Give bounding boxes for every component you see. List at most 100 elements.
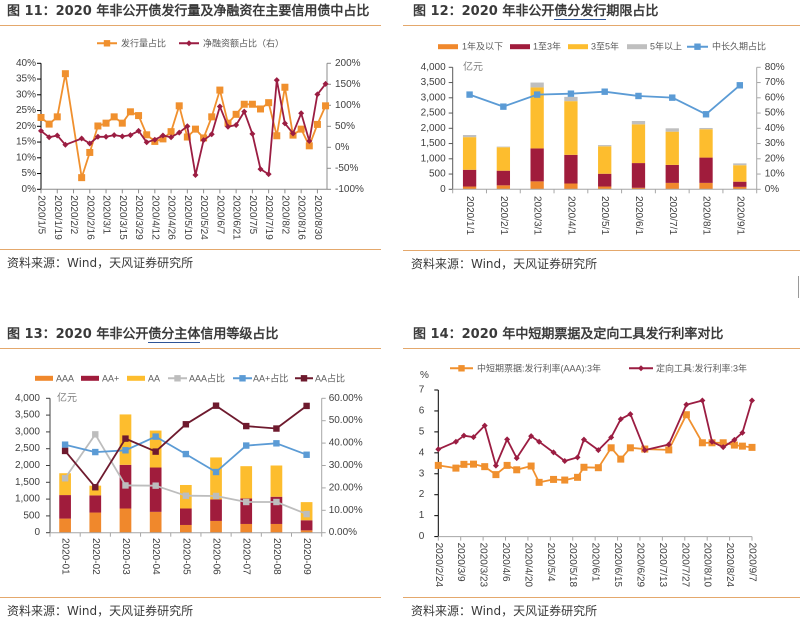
series-0 — [434, 411, 756, 486]
bar-segment — [699, 157, 713, 183]
data-point — [240, 100, 248, 108]
x-tick-label: 2020/1/19 — [52, 195, 63, 240]
bar-segment — [530, 82, 544, 88]
bar-segment — [665, 182, 679, 190]
bar-segment — [665, 164, 679, 183]
y-tick-label-right: 50.00% — [329, 415, 363, 426]
y-tick-label-left: 3,000 — [421, 92, 446, 103]
bar-segment — [699, 127, 713, 130]
data-point — [224, 119, 232, 127]
source-note: 资料来源：Wind，天风证券研究所 — [7, 604, 194, 618]
x-tick-label: 2020/5/1 — [599, 196, 610, 235]
x-tick-label: 2020/4/6 — [500, 543, 511, 582]
bar-segment — [496, 170, 511, 186]
data-point — [191, 125, 199, 133]
y-tick-label-left: 7 — [419, 385, 425, 396]
data-point — [122, 447, 129, 454]
y-tick-label-left: 2,500 — [421, 108, 446, 119]
legend-diamond-marker-icon — [638, 365, 644, 372]
data-point — [176, 129, 183, 136]
legend-square-marker-icon — [239, 375, 246, 382]
figure-title-link-text[interactable]: 债分发行 — [554, 4, 607, 20]
series-1 — [435, 397, 755, 469]
legend-square-marker-icon — [103, 40, 111, 47]
source-divider — [403, 250, 800, 251]
x-tick-label: 2020/1/1 — [464, 196, 475, 235]
bar-segment — [240, 523, 253, 533]
x-tick-label: 2020/6/15 — [612, 543, 623, 588]
bar-segment — [564, 96, 578, 102]
title-divider — [0, 348, 381, 349]
data-point — [265, 99, 273, 107]
x-tick-label: 2020/5/24 — [198, 195, 209, 240]
data-point — [683, 401, 690, 408]
data-point — [135, 112, 143, 120]
data-point — [322, 80, 329, 87]
bar-segment — [598, 173, 612, 187]
data-point — [303, 451, 310, 458]
y-tick-label-left: 3,500 — [421, 77, 446, 88]
y-tick-label-right: 10% — [765, 169, 785, 180]
figure-14-panel: 图 14：2020 年中短期票据及定向工具发行利率对比 中短期票据:发行利率(A… — [400, 320, 800, 625]
data-point — [561, 457, 568, 464]
data-point — [243, 498, 250, 506]
figure-title-text: 信用等级占比 — [200, 327, 279, 342]
data-point — [119, 133, 126, 140]
y-unit-label: 亿元 — [463, 60, 483, 73]
bar-segment — [598, 145, 612, 147]
y-tick-label-right: 0.00% — [329, 527, 357, 538]
edge-artifact-line — [798, 276, 799, 298]
x-tick-label: 2020/6/7 — [214, 195, 225, 234]
bar-segment — [300, 520, 313, 531]
y-tick-label-left: 15% — [16, 137, 36, 148]
data-point — [504, 436, 511, 443]
data-point — [273, 425, 280, 432]
y-tick-label-left: 500 — [429, 169, 446, 180]
bar-segment — [530, 148, 544, 182]
data-point — [617, 416, 624, 423]
legend-diamond-marker-icon — [186, 40, 192, 47]
data-point — [466, 91, 473, 98]
bar-segment — [530, 181, 544, 190]
bar-segment — [564, 101, 578, 155]
data-point — [731, 436, 738, 443]
bar-segment — [462, 169, 477, 187]
bar-segment — [270, 523, 283, 533]
data-point — [594, 464, 602, 472]
data-point — [118, 119, 126, 127]
legend-label: 1年及以下 — [462, 41, 503, 52]
data-point — [470, 460, 478, 468]
data-point — [281, 83, 289, 91]
x-tick-label: 2020/8/1 — [701, 196, 712, 235]
data-point — [626, 444, 634, 452]
series-line — [437, 399, 753, 467]
y-tick-label-left: 2,000 — [421, 123, 446, 134]
figure-title-link-text[interactable]: 债分主体 — [148, 327, 201, 343]
data-point — [168, 134, 175, 141]
x-tick-label: 2020/6/1 — [590, 543, 601, 582]
y-tick-label-right: 20% — [765, 153, 785, 164]
x-tick-label: 2020-09 — [301, 538, 312, 575]
bar-segment — [462, 135, 477, 138]
data-point — [533, 91, 541, 98]
series-4 — [466, 82, 744, 118]
data-point — [322, 102, 330, 110]
series-line — [64, 404, 308, 489]
x-tick-label: 2020-04 — [150, 538, 161, 575]
y-tick-label-left: 4,000 — [15, 393, 40, 404]
data-point — [216, 86, 224, 94]
legend-label: AA+ — [102, 373, 119, 383]
data-point — [86, 148, 94, 156]
figure-title-text: 图 13：2020 年非公开 — [7, 327, 149, 342]
bar-segment — [631, 120, 646, 125]
data-point — [460, 432, 467, 439]
legend-label: 中长久期占比 — [712, 41, 766, 52]
legend-color-swatch — [35, 375, 53, 381]
data-point — [61, 475, 69, 482]
data-point — [665, 446, 673, 454]
x-tick-label: 2020/3/1 — [532, 196, 543, 235]
data-point — [698, 439, 706, 447]
x-tick-label: 2020/9/7 — [747, 543, 758, 582]
figure-12-panel: 图 12：2020 年非公开债分发行期限占比 1年及以下 1至3年 3至5年 5年以上… — [400, 0, 800, 275]
